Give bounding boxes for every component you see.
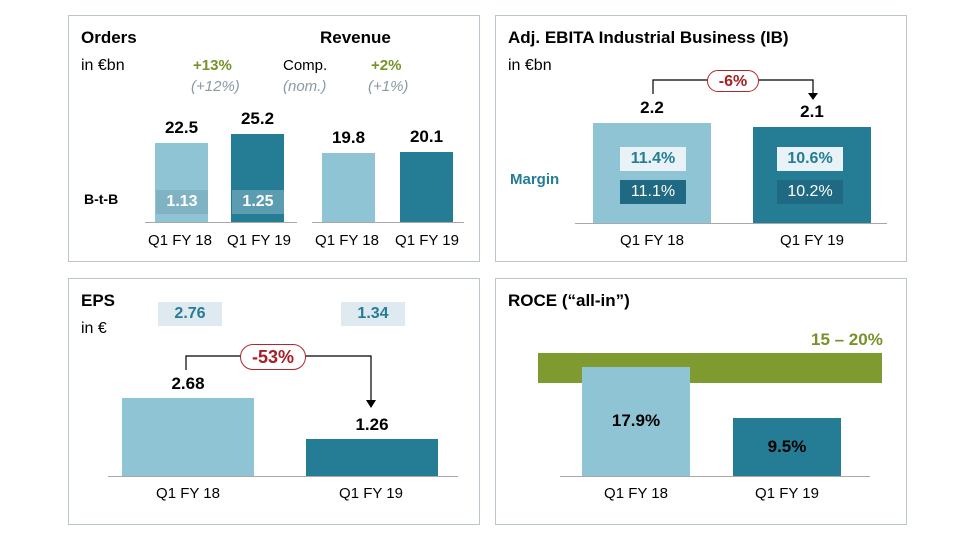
ebita-change-badge: -6% [707, 70, 759, 92]
revenue-value-q1fy19: 20.1 [409, 126, 444, 146]
orders-title: Orders [81, 28, 137, 47]
orders-unit: in €bn [81, 57, 125, 74]
roce-value-q1fy18: 17.9% [611, 411, 661, 430]
nom-label: (nom.) [283, 78, 327, 95]
orders-tick-q1fy19: Q1 FY 19 [227, 232, 291, 249]
roce-bar-q1fy18 [582, 366, 690, 476]
revenue-bar-q1fy19 [400, 151, 453, 222]
margin-bottom-q1fy18: 11.1% [620, 180, 686, 204]
revenue-comp-growth: +2% [371, 57, 402, 74]
ebita-axis [575, 223, 887, 224]
ebita-value-q1fy18: 2.2 [640, 97, 664, 117]
eps-title: EPS [81, 291, 116, 310]
orders-value-q1fy19: 25.2 [240, 108, 275, 128]
ebita-unit: in €bn [508, 57, 552, 74]
margin-label: Margin [510, 171, 560, 188]
eps-boxed-q1fy19: 1.34 [341, 302, 405, 326]
ebita-value-q1fy19: 2.1 [800, 102, 824, 122]
eps-change-badge: -53% [240, 344, 306, 370]
ebita-bar-q1fy18 [593, 122, 711, 223]
ebita-title: Adj. EBITA Industrial Business (IB) [508, 28, 789, 47]
ebita-tick-q1fy19: Q1 FY 19 [780, 232, 844, 249]
orders-comp-growth: +13% [193, 57, 232, 74]
margin-top-q1fy19: 10.6% [777, 147, 843, 171]
orders-tick-q1fy18: Q1 FY 18 [148, 232, 212, 249]
eps-bar-q1fy18 [122, 398, 254, 476]
comp-label: Comp. [283, 57, 328, 74]
eps-value-q1fy18: 2.68 [171, 374, 205, 394]
eps-boxed-q1fy18: 2.76 [158, 302, 222, 326]
revenue-title: Revenue [320, 28, 391, 47]
orders-nom-growth: (+12%) [191, 78, 240, 95]
revenue-tick-q1fy18: Q1 FY 18 [315, 232, 379, 249]
btb-value-q1fy19: 1.25 [232, 190, 284, 214]
margin-bottom-q1fy19: 10.2% [777, 180, 843, 204]
roce-title: ROCE (“all-in”) [508, 291, 630, 310]
revenue-bar-q1fy18 [322, 152, 375, 222]
revenue-nom-growth: (+1%) [368, 78, 409, 95]
roce-tick-q1fy18: Q1 FY 18 [604, 485, 668, 502]
eps-unit: in € [81, 320, 107, 337]
ebita-tick-q1fy18: Q1 FY 18 [620, 232, 684, 249]
roce-bar-q1fy19 [733, 418, 841, 476]
ebita-bar-q1fy19 [753, 127, 871, 223]
orders-axis [145, 222, 297, 223]
eps-bar-q1fy19 [306, 439, 438, 476]
eps-value-q1fy19: 1.26 [355, 415, 389, 435]
btb-value-q1fy18: 1.13 [156, 190, 208, 214]
roce-target-label: 15 – 20% [811, 330, 883, 349]
revenue-axis [312, 222, 464, 223]
btb-label: B-t-B [84, 191, 119, 207]
eps-tick-q1fy18: Q1 FY 18 [156, 485, 220, 502]
roce-panel [495, 278, 907, 525]
roce-value-q1fy19: 9.5% [767, 437, 807, 456]
roce-tick-q1fy19: Q1 FY 19 [755, 485, 819, 502]
orders-value-q1fy18: 22.5 [164, 118, 199, 138]
eps-axis [108, 476, 458, 477]
eps-tick-q1fy19: Q1 FY 19 [339, 485, 403, 502]
roce-axis [560, 476, 870, 477]
margin-top-q1fy18: 11.4% [620, 147, 686, 171]
revenue-value-q1fy18: 19.8 [331, 127, 366, 147]
revenue-tick-q1fy19: Q1 FY 19 [395, 232, 459, 249]
